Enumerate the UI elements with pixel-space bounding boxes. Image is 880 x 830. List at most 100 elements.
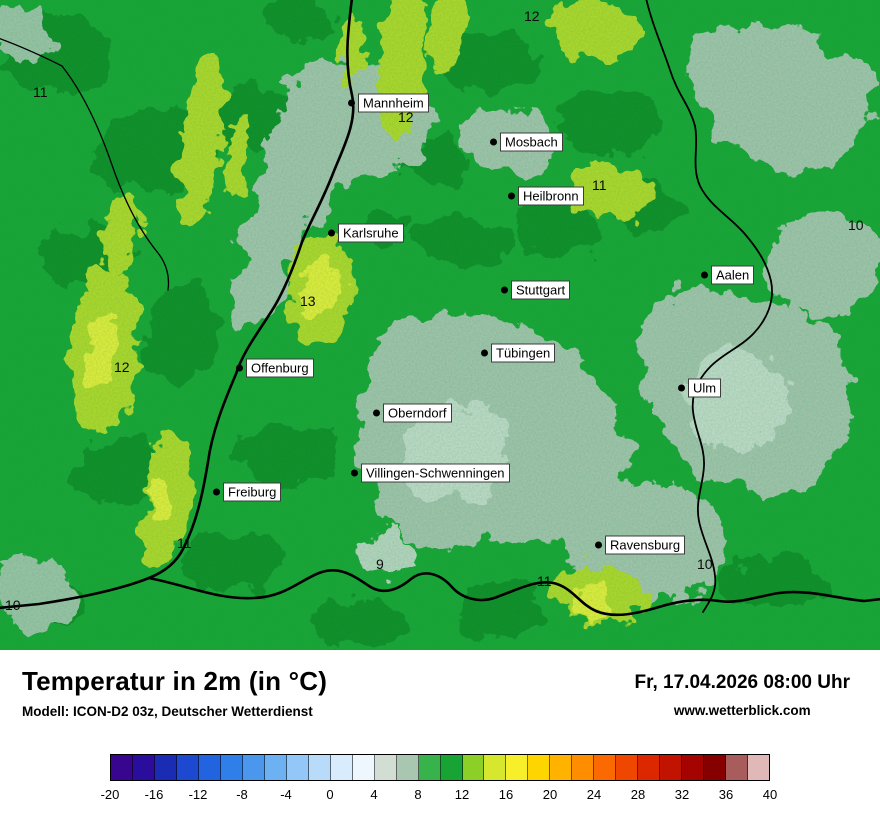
colorbar-cell: [726, 755, 749, 780]
temperature-value: 11: [537, 573, 552, 589]
colorbar-cell: [704, 755, 727, 780]
colorbar-cell: [440, 755, 463, 780]
city-dot: [508, 192, 515, 200]
colorbar-cell: [682, 755, 705, 780]
colorbar-cell: [660, 755, 683, 780]
temperature-colorbar: -20 -16 -12 -8 -4 0 4 8 12 16 20 24 28 32 36 40: [101, 754, 778, 805]
colorbar-cell: [594, 755, 617, 780]
colorbar-tick-label: -4: [280, 787, 292, 802]
city-marker: Oberndorf: [373, 403, 452, 423]
city-dot: [501, 286, 508, 294]
colorbar-cell: [616, 755, 639, 780]
city-marker: Mosbach: [490, 132, 563, 152]
colorbar-cell: [374, 755, 397, 780]
city-label: Ravensburg: [605, 535, 686, 555]
colorbar-cell: [111, 755, 133, 780]
footer-left-column: Temperatur in 2m (in °C) Modell: ICON-D2…: [22, 666, 327, 719]
city-label: Ulm: [688, 378, 722, 398]
city-marker: Mannheim: [348, 93, 429, 113]
city-dot: [213, 488, 220, 496]
colorbar-cell: [506, 755, 529, 780]
city-marker: Karlsruhe: [328, 223, 404, 243]
city-label: Stuttgart: [511, 280, 571, 300]
city-marker: Villingen-Schwenningen: [351, 463, 510, 483]
country-border-west: [0, 0, 355, 610]
colorbar-cell: [484, 755, 507, 780]
colorbar-cell: [242, 755, 265, 780]
valid-datetime: Fr, 17.04.2026 08:00 Uhr: [634, 672, 850, 693]
colorbar-cell: [528, 755, 551, 780]
colorbar-cell: [330, 755, 353, 780]
model-info: Modell: ICON-D2 03z, Deutscher Wetterdie…: [22, 704, 313, 719]
city-marker: Heilbronn: [508, 186, 584, 206]
city-marker: Ulm: [678, 378, 722, 398]
temperature-value: 11: [177, 535, 192, 551]
colorbar-labels: -20 -16 -12 -8 -4 0 4 8 12 16 20 24 28 32 36 40: [101, 787, 778, 805]
city-label: Aalen: [711, 265, 755, 285]
temperature-value: 10: [848, 217, 864, 233]
city-marker: Stuttgart: [501, 280, 571, 300]
colorbar-cell: [572, 755, 595, 780]
city-dot: [328, 229, 335, 237]
colorbar-cell: [352, 755, 375, 780]
colorbar-cell: [132, 755, 155, 780]
city-marker: Ravensburg: [595, 535, 686, 555]
city-layer: Mannheim Mosbach Heilbronn Karlsruhe Stuttga…: [213, 93, 755, 555]
map-title: Temperatur in 2m (in °C): [22, 666, 328, 696]
city-dot: [373, 409, 380, 417]
colorbar-tick-label: 24: [586, 787, 602, 802]
colorbar-cell: [264, 755, 287, 780]
footer-text-row: Temperatur in 2m (in °C) Modell: ICON-D2…: [0, 650, 880, 719]
colorbar-cells: [110, 754, 770, 781]
colorbar-tick-label: 28: [630, 787, 646, 802]
colorbar-tick-label: -8: [236, 787, 248, 802]
colorbar-tick-label: 16: [498, 787, 514, 802]
city-label: Offenburg: [246, 358, 314, 378]
country-border-south: [147, 568, 880, 617]
colorbar-tick-label: 4: [370, 787, 378, 802]
temperature-value: 9: [376, 556, 384, 572]
city-label: Mosbach: [500, 132, 563, 152]
city-dot: [490, 138, 497, 146]
temperature-value: 12: [398, 109, 414, 125]
colorbar-cell: [220, 755, 243, 780]
colorbar-tick-label: 20: [542, 787, 558, 802]
colorbar-tick-label: -16: [144, 787, 164, 802]
city-marker: Freiburg: [213, 482, 282, 502]
colorbar-cell: [176, 755, 199, 780]
city-label: Karlsruhe: [338, 223, 404, 243]
temperature-value: 10: [697, 556, 713, 572]
colorbar-cell: [462, 755, 485, 780]
city-label: Tübingen: [491, 343, 556, 363]
city-label: Oberndorf: [383, 403, 452, 423]
terrain-svg: [0, 0, 880, 650]
terrain-grain: [0, 0, 880, 650]
city-label: Villingen-Schwenningen: [361, 463, 510, 483]
city-dot: [351, 469, 358, 477]
colorbar-cell: [198, 755, 221, 780]
state-border-east: [645, 0, 773, 613]
colorbar-tick-label: 8: [414, 787, 422, 802]
colorbar-cell: [418, 755, 441, 780]
city-label: Heilbronn: [518, 186, 584, 206]
city-label: Mannheim: [358, 93, 429, 113]
border-northwest-thin: [0, 38, 170, 291]
city-dot: [678, 384, 685, 392]
colorbar-cell: [154, 755, 177, 780]
city-marker: Offenburg: [236, 358, 314, 378]
footer-right-column: Fr, 17.04.2026 08:00 Uhr www.wetterblick…: [635, 666, 850, 718]
temperature-value: 11: [33, 84, 48, 100]
colorbar-tick-label: 0: [326, 787, 334, 802]
city-marker: Tübingen: [481, 343, 556, 363]
city-label: Freiburg: [223, 482, 282, 502]
city-marker: Aalen: [701, 265, 755, 285]
colorbar-tick-label: 36: [718, 787, 734, 802]
colorbar-cell: [638, 755, 661, 780]
map-footer: Temperatur in 2m (in °C) Modell: ICON-D2…: [0, 650, 880, 830]
colorbar-tick-label: -12: [188, 787, 208, 802]
colorbar-cell: [396, 755, 419, 780]
colorbar-tick-label: 32: [674, 787, 690, 802]
website-url: www.wetterblick.com: [673, 703, 811, 718]
colorbar-tick-label: 40: [762, 787, 778, 802]
